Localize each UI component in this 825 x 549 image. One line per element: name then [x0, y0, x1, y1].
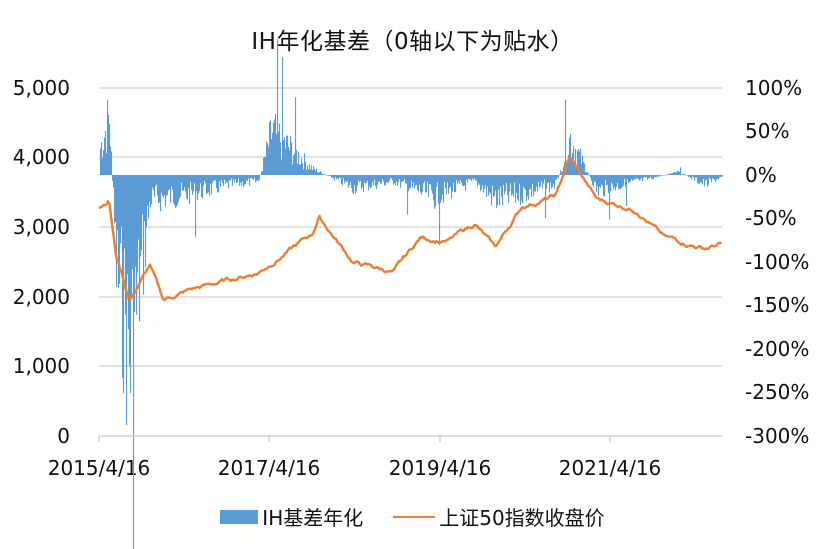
bar-swatch-icon — [220, 509, 259, 524]
left-tick: 2,000 — [12, 285, 70, 309]
gridlines — [99, 87, 722, 367]
left-tick: 1,000 — [12, 354, 70, 378]
legend-item-price: 上证50指数收盘价 — [393, 502, 605, 531]
price-line — [98, 156, 722, 301]
right-tick: -100% — [745, 250, 810, 274]
x-axis-line — [98, 435, 722, 442]
left-tick: 3,000 — [12, 215, 70, 239]
right-tick: 0% — [745, 163, 777, 187]
right-tick: -300% — [745, 424, 810, 448]
legend-item-basis: IH基差年化 — [220, 502, 363, 531]
right-tick: -150% — [745, 293, 810, 317]
right-tick: -200% — [745, 337, 810, 361]
basis-bars — [100, 39, 724, 549]
chart-title: IH年化基差（0轴以下为贴水） — [251, 29, 574, 55]
right-tick: 50% — [745, 119, 790, 143]
left-tick: 0 — [57, 424, 70, 448]
right-tick: 100% — [745, 76, 803, 100]
legend-label: 上证50指数收盘价 — [439, 506, 605, 530]
line-swatch-icon — [393, 515, 436, 518]
legend-label: IH基差年化 — [262, 506, 364, 530]
x-tick: 2021/4/16 — [558, 456, 662, 480]
right-tick: -250% — [745, 380, 810, 404]
legend: IH基差年化 上证50指数收盘价 — [0, 502, 825, 531]
left-tick: 5,000 — [12, 76, 70, 100]
left-tick: 4,000 — [12, 145, 70, 169]
x-tick: 2019/4/16 — [388, 456, 492, 480]
x-tick: 2017/4/16 — [217, 456, 321, 480]
right-tick: -50% — [745, 206, 797, 230]
